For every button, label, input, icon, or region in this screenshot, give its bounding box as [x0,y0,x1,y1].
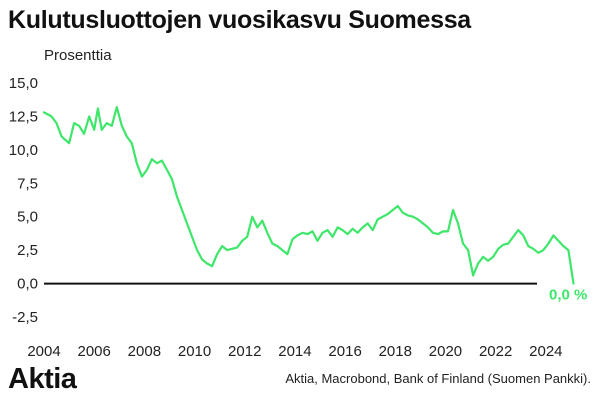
x-tick-label: 2020 [429,343,462,360]
y-axis-label: Prosenttia [44,47,112,64]
x-tick-label: 2012 [228,343,261,360]
source-note: Aktia, Macrobond, Bank of Finland (Suome… [285,371,591,386]
series-line [42,106,575,285]
x-tick-label: 2016 [328,343,361,360]
y-tick-labels: -2,5 0,0 2,5 5,0 7,5 10,0 12,5 15,0 [9,75,38,326]
chart-title: Kulutusluottojen vuosikasvu Suomessa [8,6,471,34]
y-tick-label: 2,5 [17,242,38,259]
y-tick-label: 10,0 [9,142,38,159]
y-tick-label: -2,5 [12,309,38,326]
x-tick-label: 2006 [77,343,110,360]
y-tick-label: 15,0 [9,75,38,92]
x-tick-label: 2008 [128,343,161,360]
x-tick-label: 2010 [178,343,211,360]
y-tick-label: 5,0 [17,209,38,226]
end-value-label: 0,0 % [549,287,587,304]
x-tick-label: 2014 [278,343,311,360]
y-tick-label: 7,5 [17,175,38,192]
aktia-logo: Aktia [8,363,77,395]
x-tick-label: 2022 [479,343,512,360]
y-tick-label: 0,0 [17,276,38,293]
x-tick-label: 2004 [27,343,60,360]
x-tick-label: 2024 [529,343,562,360]
x-tick-labels: 2004 2006 2008 2010 2012 2014 2016 2018 2020 2022… [27,343,562,360]
y-tick-label: 12,5 [9,108,38,125]
x-tick-label: 2018 [379,343,412,360]
